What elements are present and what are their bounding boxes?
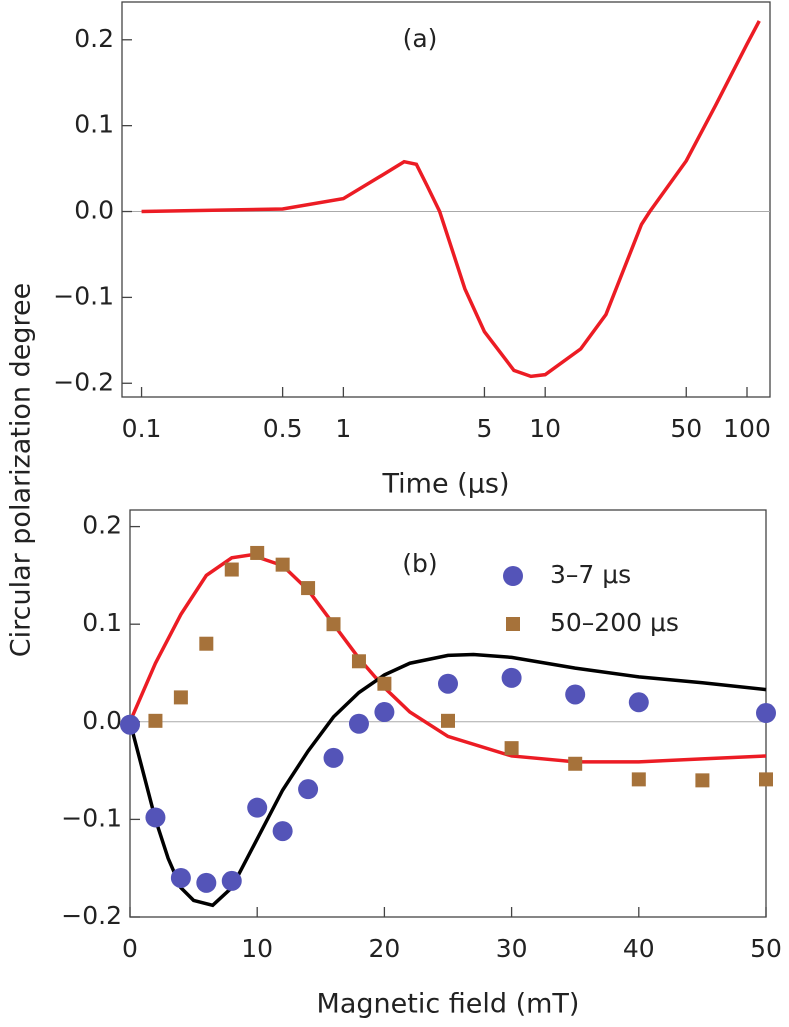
legend-label: 50–200 μs — [550, 608, 679, 637]
y-axis-label: Circular polarization degree — [6, 283, 37, 658]
y-tick-label: 0.0 — [82, 706, 122, 735]
plot-frame — [121, 1, 771, 398]
y-tick-label: 0.2 — [74, 24, 114, 53]
data-point — [145, 807, 166, 828]
curve — [128, 553, 767, 764]
y-tick-label: 0.1 — [82, 608, 122, 637]
data-point — [377, 676, 392, 691]
data-point — [170, 867, 191, 888]
y-tick-label: −0.2 — [53, 367, 114, 396]
data-point — [173, 690, 188, 705]
x-tick-label: 1 — [335, 414, 351, 443]
x-tick-label: 0.5 — [263, 414, 303, 443]
data-point — [351, 654, 366, 669]
x-tick-label: 30 — [496, 934, 528, 963]
x-tick-label: 0 — [122, 934, 138, 963]
panel-label: (b) — [402, 549, 437, 578]
y-tick-label: −0.1 — [53, 281, 114, 310]
x-tick-label: 0.1 — [122, 414, 162, 443]
y-tick-label: 0.2 — [82, 511, 122, 540]
x-tick-label: 50 — [750, 934, 782, 963]
x-tick-label: 100 — [723, 414, 771, 443]
data-point — [298, 779, 319, 800]
data-point — [301, 581, 316, 596]
data-point — [326, 617, 341, 632]
data-point — [221, 870, 242, 891]
data-point — [759, 772, 773, 787]
x-tick-label: 5 — [476, 414, 492, 443]
data-point — [199, 636, 214, 651]
data-point — [323, 747, 344, 768]
data-point — [272, 821, 293, 842]
data-point — [196, 872, 217, 893]
x-tick-label: 50 — [670, 414, 702, 443]
data-point — [568, 756, 583, 771]
data-point — [275, 557, 290, 572]
data-point — [120, 714, 140, 735]
y-tick-label: −0.2 — [61, 901, 122, 930]
y-tick-label: 0.1 — [74, 110, 114, 139]
data-point — [247, 797, 268, 818]
data-point — [224, 562, 239, 577]
x-tick-label: 20 — [368, 934, 400, 963]
data-point — [501, 667, 522, 688]
data-point — [438, 673, 458, 694]
data-point — [250, 545, 265, 560]
x-axis-label: Time (μs) — [382, 469, 510, 500]
x-tick-label: 10 — [529, 414, 561, 443]
data-point — [756, 703, 776, 724]
data-point — [631, 772, 646, 787]
y-tick-label: 0.0 — [74, 196, 114, 225]
legend-label: 3–7 μs — [550, 560, 631, 589]
data-point — [148, 713, 163, 728]
data-point — [374, 702, 395, 723]
data-point — [628, 692, 649, 713]
data-point — [695, 773, 710, 788]
curve — [141, 20, 761, 379]
legend-marker — [503, 566, 523, 586]
panel-label: (a) — [403, 24, 438, 53]
data-point — [504, 741, 519, 756]
data-point — [348, 713, 369, 734]
legend-marker — [506, 617, 520, 631]
x-tick-label: 10 — [241, 934, 273, 963]
data-point — [565, 684, 586, 705]
x-axis-label: Magnetic field (mT) — [317, 989, 580, 1020]
y-tick-label: −0.1 — [61, 803, 122, 832]
x-tick-label: 40 — [623, 934, 655, 963]
data-point — [441, 713, 455, 728]
